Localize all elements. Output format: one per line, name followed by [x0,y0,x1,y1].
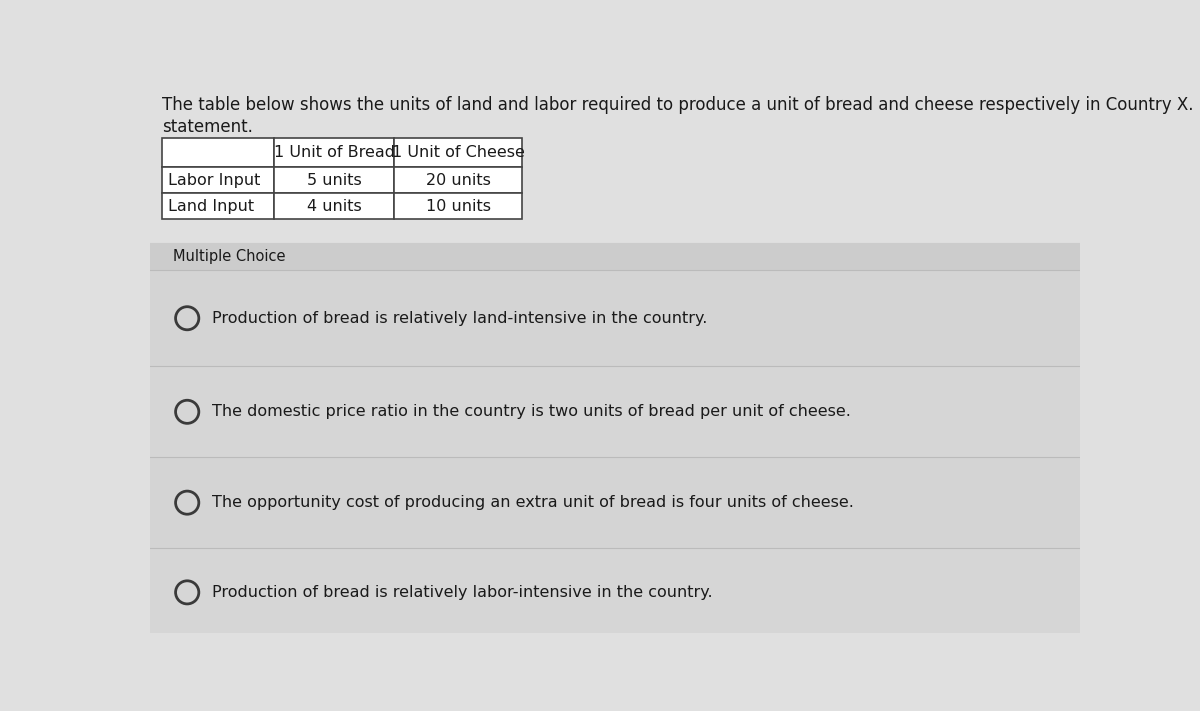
Bar [150,457,1080,548]
Bar [150,85,1080,243]
Text: Multiple Choice: Multiple Choice [173,249,286,264]
Text: Production of bread is relatively land-intensive in the country.: Production of bread is relatively land-i… [212,311,707,326]
Text: The opportunity cost of producing an extra unit of bread is four units of cheese: The opportunity cost of producing an ext… [212,495,854,510]
Text: 10 units: 10 units [426,198,491,214]
Bar [150,243,1080,270]
Bar [394,193,522,219]
Text: 1 Unit of Bread: 1 Unit of Bread [274,145,395,160]
Text: 1 Unit of Cheese: 1 Unit of Cheese [391,145,524,160]
Bar [150,270,1080,366]
Text: 5 units: 5 units [307,173,361,188]
Bar [274,167,394,193]
Text: statement.: statement. [162,117,252,136]
Bar [394,138,522,167]
Bar [274,138,394,167]
Text: Labor Input: Labor Input [168,173,260,188]
Text: The domestic price ratio in the country is two units of bread per unit of cheese: The domestic price ratio in the country … [212,405,851,419]
Bar [274,193,394,219]
Bar [150,243,1080,633]
Text: Land Input: Land Input [168,198,254,214]
Text: 4 units: 4 units [307,198,361,214]
Bar [162,167,274,193]
Text: Production of bread is relatively labor-intensive in the country.: Production of bread is relatively labor-… [212,585,713,600]
Bar [150,366,1080,457]
Bar [162,138,274,167]
Bar [394,167,522,193]
Bar [162,193,274,219]
Text: 20 units: 20 units [426,173,491,188]
Bar [150,548,1080,636]
Text: The table below shows the units of land and labor required to produce a unit of : The table below shows the units of land … [162,96,1200,114]
